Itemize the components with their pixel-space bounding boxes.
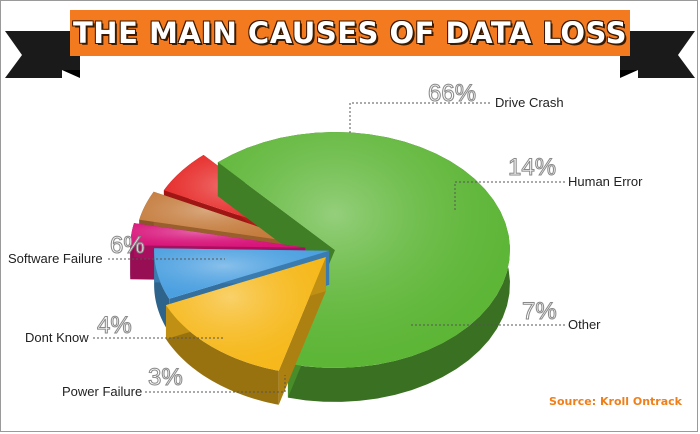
pie-slice-highlight-other bbox=[154, 248, 330, 299]
chart-source: Source: Kroll Ontrack bbox=[549, 395, 682, 408]
pie-slice-side-human-error bbox=[165, 305, 279, 405]
slice-percent-drive-crash: 66% bbox=[427, 80, 477, 107]
banner-fold-right bbox=[620, 70, 638, 78]
leader-line-power-failure bbox=[145, 375, 286, 393]
pie-slice-side-other bbox=[154, 248, 170, 333]
banner-ribbon-left bbox=[5, 31, 80, 78]
pie-slice-highlight-human-error bbox=[166, 257, 326, 371]
slice-percent-human-error: 14% bbox=[507, 154, 557, 181]
pie-slice-highlight-drive-crash bbox=[217, 132, 510, 368]
pie-slice-human-error bbox=[165, 257, 326, 405]
slice-label-human-error: Human Error bbox=[568, 174, 643, 189]
slice-percent-other: 7% bbox=[522, 298, 558, 325]
slice-label-power-failure: Power Failure bbox=[62, 384, 143, 399]
slice-label-other: Other bbox=[568, 317, 601, 332]
pie-slice-highlight-power-failure bbox=[130, 223, 306, 248]
leader-line-drive-crash bbox=[349, 102, 490, 133]
slice-percent-software-failure: 6% bbox=[110, 232, 146, 259]
slice-label-dont-know: Dont Know bbox=[25, 330, 89, 345]
slice-label-software-failure: Software Failure bbox=[8, 251, 103, 266]
banner-ribbon-right bbox=[620, 31, 695, 78]
banner-main bbox=[70, 10, 630, 56]
slice-percent-power-failure: 3% bbox=[148, 364, 184, 391]
leader-line-human-error bbox=[454, 181, 565, 210]
banner-fold-left bbox=[62, 70, 80, 78]
slice-percent-dont-know: 4% bbox=[97, 312, 133, 339]
chart-title: THE MAIN CAUSES OF DATA LOSS bbox=[73, 16, 627, 50]
slice-label-drive-crash: Drive Crash bbox=[495, 95, 564, 110]
